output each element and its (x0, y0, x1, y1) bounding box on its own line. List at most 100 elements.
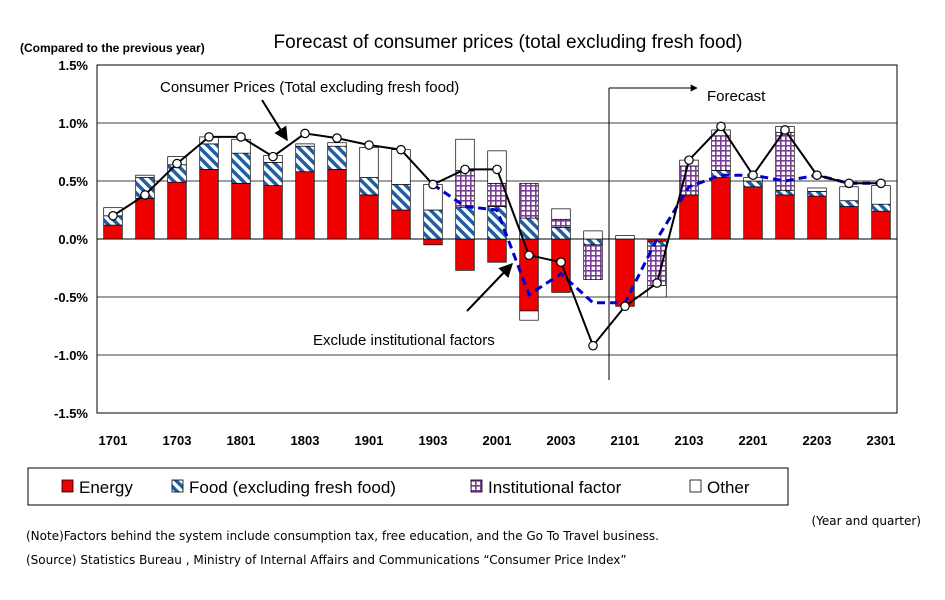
point-consumer-prices-1703 (172, 158, 182, 169)
legend: Energy Food (excluding fresh food) Insti… (27, 467, 789, 506)
bar-institutional-factor-2202 (775, 131, 795, 191)
bar-energy-1902 (391, 209, 411, 240)
point-consumer-prices-1704 (204, 132, 214, 142)
bar-energy-1703 (167, 181, 187, 240)
y-tick-label: 0.0% (58, 232, 88, 247)
x-tick-label: 2201 (739, 433, 768, 448)
callout-exclude-institutional: Exclude institutional factors (313, 332, 495, 349)
legend-label-other: Other (707, 478, 750, 497)
point-consumer-prices-2104 (716, 121, 726, 132)
x-tick-label: 1703 (163, 433, 192, 448)
bar-energy-2301 (871, 210, 891, 240)
callout-consumer-prices: Consumer Prices (Total excluding fresh f… (160, 79, 459, 96)
point-consumer-prices-1804 (332, 133, 342, 143)
bar-food-excluding-fresh-food-2004 (583, 238, 603, 246)
bar-other-2003 (551, 208, 571, 220)
x-tick-label: 2001 (483, 433, 512, 448)
legend-swatch-food (171, 479, 184, 493)
point-consumer-prices-1902 (396, 144, 406, 155)
legend-swatch-institutional (470, 479, 483, 493)
bar-food-excluding-fresh-food-1804 (327, 145, 347, 170)
point-consumer-prices-2001 (492, 164, 502, 175)
y-tick-label: 1.0% (58, 116, 88, 131)
point-consumer-prices-2002 (524, 250, 534, 261)
bar-energy-2101 (615, 238, 635, 307)
bar-energy-2201 (743, 186, 763, 240)
y-tick-label: -0.5% (54, 290, 88, 305)
bar-food-excluding-fresh-food-1803 (295, 145, 315, 173)
legend-label-institutional: Institutional factor (488, 478, 622, 497)
bar-institutional-factor-2104 (711, 135, 731, 171)
bar-food-excluding-fresh-food-1704 (199, 143, 219, 170)
legend-swatch-energy (61, 479, 74, 493)
bar-energy-1701 (103, 224, 123, 240)
bar-energy-1901 (359, 194, 379, 240)
x-tick-label: 1901 (355, 433, 384, 448)
bar-other-1803 (295, 143, 315, 147)
x-tick-label: 1903 (419, 433, 448, 448)
bar-other-2101 (615, 235, 635, 240)
bar-energy-2204 (839, 206, 859, 240)
point-consumer-prices-1801 (236, 132, 246, 142)
legend-label-energy: Energy (79, 478, 133, 497)
point-consumer-prices-1802 (268, 151, 278, 162)
bar-energy-2103 (679, 194, 699, 240)
y-tick-label: 1.5% (58, 58, 88, 73)
bar-other-1804 (327, 142, 347, 147)
footnote-note: (Note)Factors behind the system include … (26, 529, 659, 543)
bar-energy-1904 (455, 238, 475, 271)
bar-other-2002 (519, 310, 539, 321)
x-tick-label: 1801 (227, 433, 256, 448)
x-tick-label: 2101 (611, 433, 640, 448)
callout-exclude-arrow (466, 262, 513, 312)
x-tick-label: 1803 (291, 433, 320, 448)
bar-other-2203 (807, 187, 827, 192)
legend-swatch-other (689, 479, 702, 493)
bar-food-excluding-fresh-food-2201 (743, 180, 763, 188)
bar-food-excluding-fresh-food-1901 (359, 177, 379, 196)
bar-food-excluding-fresh-food-1904 (455, 207, 475, 240)
bar-energy-2001 (487, 238, 507, 263)
bar-energy-1903 (423, 238, 443, 246)
bar-energy-1704 (199, 169, 219, 240)
point-consumer-prices-1904 (460, 164, 470, 175)
y-tick-label: -1.5% (54, 406, 88, 421)
bar-other-2301 (871, 185, 891, 205)
bar-institutional-factor-2003 (551, 218, 571, 228)
point-consumer-prices-1901 (364, 140, 374, 150)
forecast-label: Forecast (707, 88, 766, 105)
bar-institutional-factor-2002 (519, 182, 539, 219)
chart-title: Forecast of consumer prices (total exclu… (274, 32, 743, 53)
bar-energy-2203 (807, 195, 827, 240)
bar-energy-1803 (295, 171, 315, 240)
bar-food-excluding-fresh-food-2204 (839, 200, 859, 207)
y-tick-label: 0.5% (58, 174, 88, 189)
bar-energy-1801 (231, 182, 251, 240)
bar-food-excluding-fresh-food-2203 (807, 191, 827, 197)
footnote-source: (Source) Statistics Bureau , Ministry of… (26, 553, 627, 567)
bar-food-excluding-fresh-food-2202 (775, 189, 795, 196)
bar-other-2004 (583, 230, 603, 240)
point-consumer-prices-2003 (556, 257, 566, 267)
bar-food-excluding-fresh-food-2003 (551, 227, 571, 240)
bar-food-excluding-fresh-food-1902 (391, 184, 411, 211)
bar-institutional-factor-2103 (679, 165, 699, 196)
bar-other-1901 (359, 147, 379, 178)
point-consumer-prices-2201 (748, 170, 758, 180)
line-exclude-institutional-factors (432, 173, 881, 305)
y-tick-label: -1.0% (54, 348, 88, 363)
legend-box (27, 467, 789, 506)
callout-consumer-prices-arrow (261, 99, 288, 142)
bar-energy-2104 (711, 177, 731, 240)
bar-other-1902 (391, 149, 411, 185)
x-tick-label: 2103 (675, 433, 704, 448)
point-consumer-prices-1903 (428, 179, 438, 190)
bar-institutional-factor-2004 (583, 244, 603, 280)
bar-energy-1702 (135, 198, 155, 240)
x-tick-label: 2203 (803, 433, 832, 448)
bar-energy-1804 (327, 169, 347, 240)
point-consumer-prices-1803 (300, 128, 310, 139)
bar-food-excluding-fresh-food-1903 (423, 209, 443, 240)
point-consumer-prices-2103 (684, 155, 694, 165)
